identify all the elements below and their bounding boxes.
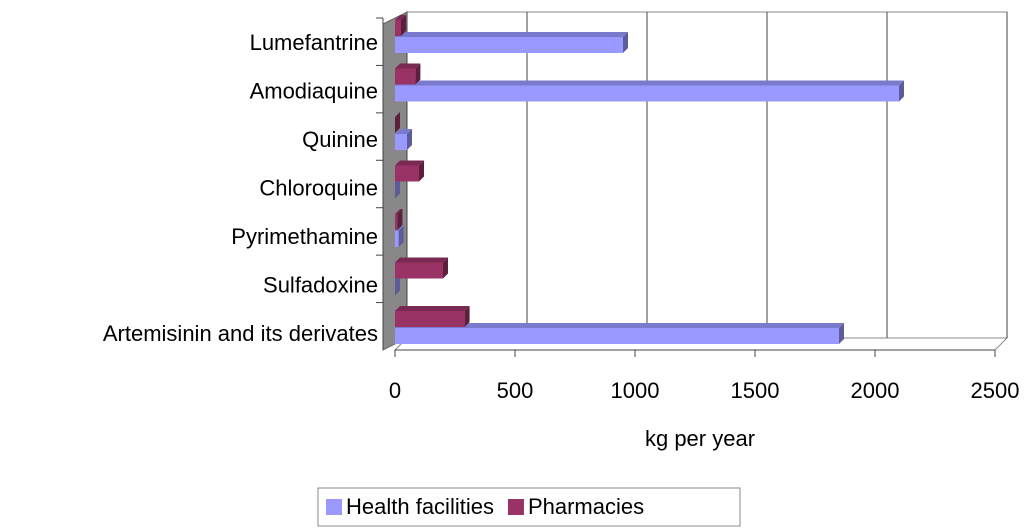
x-axis-title: kg per year — [645, 426, 755, 451]
bar-top — [395, 80, 904, 86]
y-tick-label: Lumefantrine — [250, 30, 378, 55]
bar-side — [464, 306, 470, 327]
x-tick-label: 1500 — [731, 378, 780, 403]
bar-side — [407, 129, 412, 150]
bar — [395, 165, 419, 182]
bar-side — [397, 209, 403, 230]
bar-side — [443, 257, 448, 279]
y-tick-label: Artemisinin and its derivates — [103, 321, 378, 346]
bar-side — [419, 160, 424, 182]
y-tick-label: Sulfadoxine — [263, 272, 378, 297]
bar-top — [395, 63, 421, 69]
bar — [395, 214, 398, 230]
bar — [395, 85, 899, 102]
bar — [395, 37, 623, 53]
x-tick-label: 2000 — [851, 378, 900, 403]
bar-side — [395, 274, 400, 296]
bar-side — [398, 226, 404, 247]
bar — [395, 134, 407, 150]
bar-top — [395, 209, 403, 214]
back-wall — [406, 11, 1008, 339]
bar — [395, 328, 839, 344]
y-tick-label: Quinine — [302, 127, 378, 152]
bar-side — [899, 80, 904, 102]
x-tick-label: 0 — [389, 378, 401, 403]
bar-top — [395, 323, 844, 328]
y-tick-label: Chloroquine — [259, 175, 378, 200]
bar-side — [395, 112, 400, 133]
bar-side — [623, 32, 628, 53]
legend-swatch — [326, 499, 342, 515]
bar — [395, 20, 401, 36]
legend-box — [317, 487, 741, 527]
bar-side — [395, 177, 400, 199]
x-tick-label: 1000 — [611, 378, 660, 403]
bar-top — [395, 160, 424, 166]
bar-side — [839, 323, 844, 344]
bar — [395, 68, 416, 85]
bar — [395, 231, 399, 247]
y-tick-label: Pyrimethamine — [231, 224, 378, 249]
bar-top — [395, 257, 448, 263]
bar-side — [401, 15, 406, 36]
bar-top — [395, 15, 406, 20]
legend-label: Health facilities — [346, 494, 494, 519]
legend-swatch — [507, 499, 524, 515]
bar-top — [395, 32, 628, 37]
bar-side — [415, 63, 421, 85]
bar — [395, 262, 443, 279]
x-tick-label: 500 — [497, 378, 534, 403]
bar-top — [395, 306, 470, 311]
y-tick-label: Amodiaquine — [250, 78, 378, 103]
legend-label: Pharmacies — [528, 494, 644, 519]
bar-top — [395, 129, 412, 134]
x-tick-label: 2500 — [971, 378, 1020, 403]
bar — [395, 311, 465, 327]
